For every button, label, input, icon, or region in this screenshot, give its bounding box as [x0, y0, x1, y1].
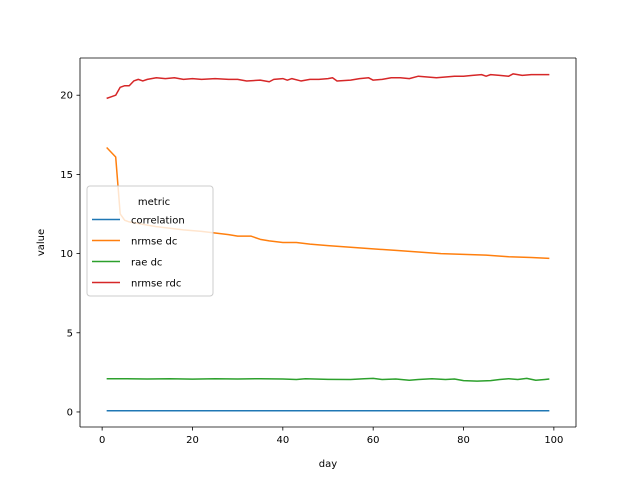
series-line-rae-dc [106, 377, 550, 382]
legend-label-nrmse-dc: nrmse dc [131, 237, 177, 248]
legend-box [86, 185, 214, 297]
x-axis-ticks: 0 20 40 60 80 100 [99, 427, 563, 446]
y-tick-label: 15 [60, 170, 73, 181]
series-line-nrmse-rdc [106, 73, 550, 100]
y-tick-label: 10 [60, 249, 73, 260]
x-tick-label: 80 [457, 435, 470, 446]
y-axis-label: value [36, 229, 47, 256]
y-tick-label: 20 [60, 91, 73, 102]
y-axis-ticks: 0 5 10 15 20 [60, 91, 80, 418]
legend-label-nrmse-rdc: nrmse rdc [131, 279, 181, 290]
x-tick-label: 40 [276, 435, 289, 446]
x-axis-label: day [319, 459, 337, 470]
axes-frame [79, 57, 577, 428]
y-tick-label: 5 [67, 328, 73, 339]
legend-label-correlation: correlation [131, 216, 185, 227]
x-tick-label: 60 [367, 435, 380, 446]
x-tick-label: 20 [186, 435, 199, 446]
x-tick-label: 0 [99, 435, 105, 446]
legend-title: metric [138, 197, 170, 208]
legend-items: correlation nrmse dc rae dc nrmse rdc [92, 216, 185, 290]
legend: metric correlation nrmse dc rae dc nrmse rd… [86, 185, 214, 297]
legend-label-rae-dc: rae dc [131, 258, 162, 269]
x-tick-label: 100 [544, 435, 563, 446]
y-tick-label: 0 [67, 407, 73, 418]
